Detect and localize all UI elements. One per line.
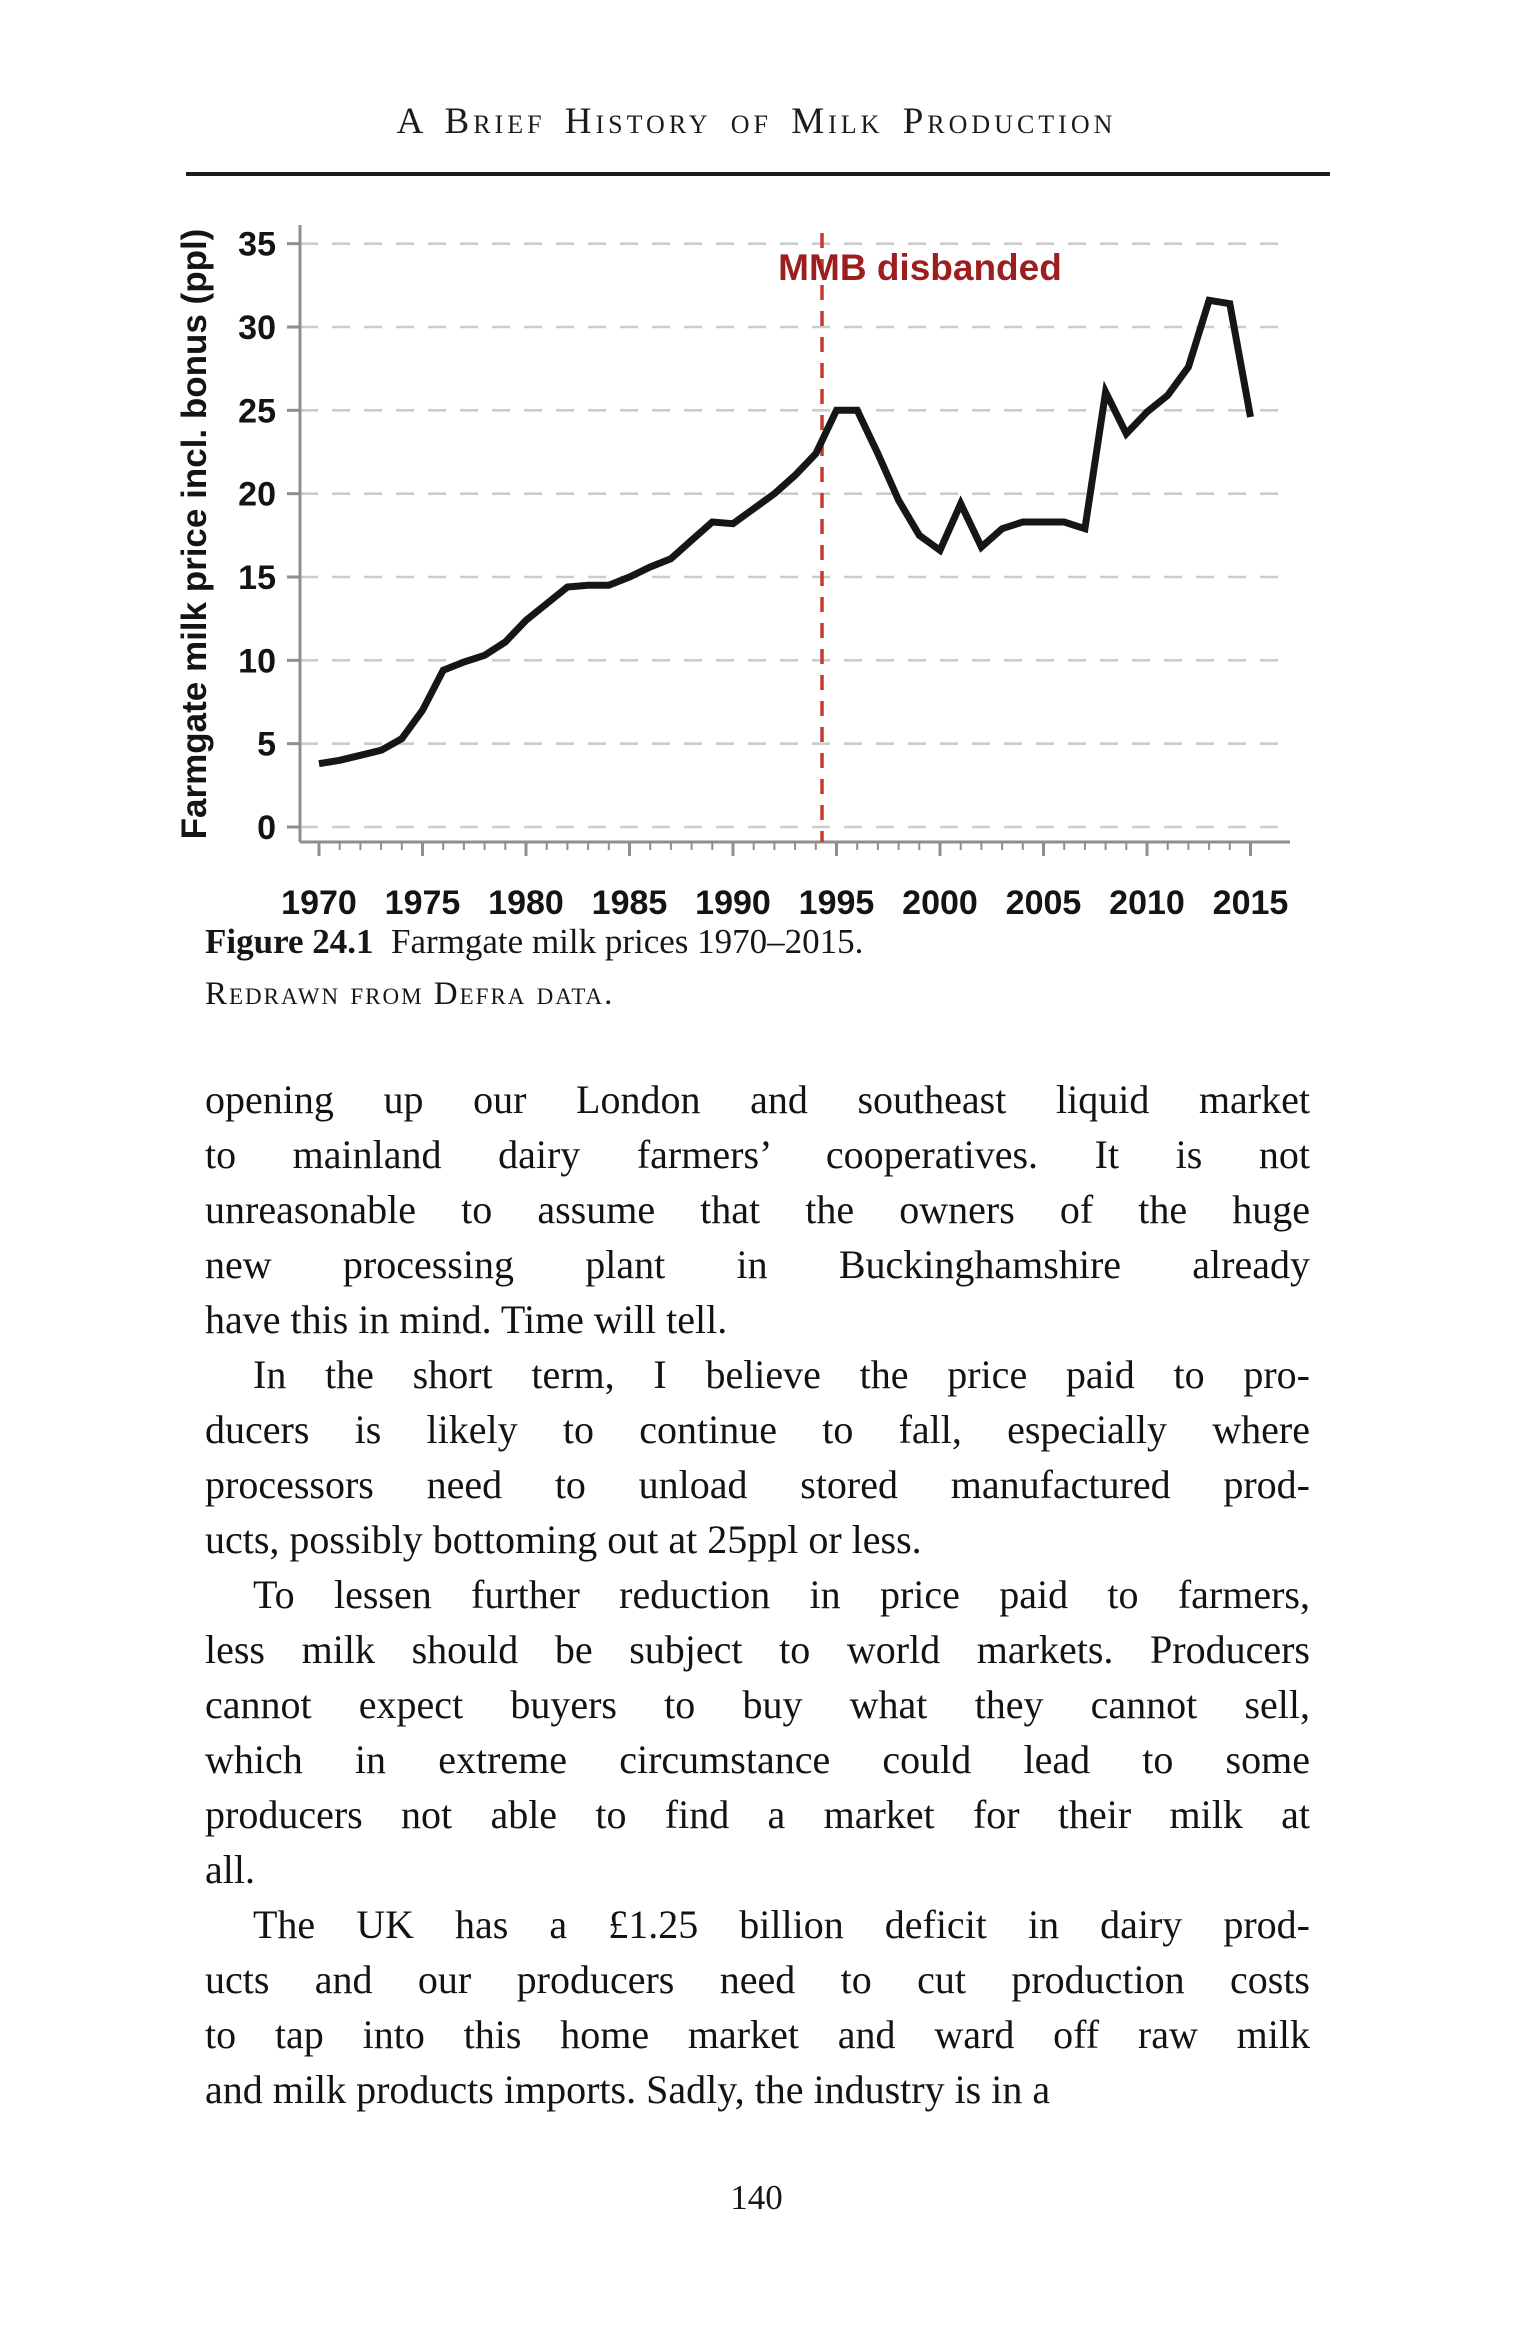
x-tick-label: 1970 <box>281 884 357 922</box>
body-line: to mainland dairy farmers’ cooperatives.… <box>205 1132 1310 1177</box>
axis-labels: 0 5 10 15 20 25 30 35 1970 1975 1980 1985 1990 1995 20… <box>175 226 1288 922</box>
y-tick-label: 20 <box>238 476 276 514</box>
header-rule <box>186 172 1330 176</box>
running-header: A Brief History of Milk Production <box>396 101 1117 142</box>
body-line: processors need to unload stored manufac… <box>205 1462 1310 1507</box>
y-tick-label: 30 <box>238 309 276 347</box>
y-tick-label: 10 <box>238 642 276 680</box>
milk-price-chart: 0 5 10 15 20 25 30 35 1970 1975 1980 1985 1990 1995 20… <box>175 225 1290 922</box>
figure-caption-source: Redrawn from Defra data. <box>205 976 615 1012</box>
x-tick-label: 2010 <box>1109 884 1185 922</box>
farmgate-price-line <box>318 296 1254 768</box>
body-line: unreasonable to assume that the owners o… <box>205 1187 1310 1232</box>
body-line: and milk products imports. Sadly, the in… <box>205 2067 1051 2112</box>
body-line: opening up our London and southeast liqu… <box>205 1077 1310 1122</box>
body-line: To lessen further reduction in price pai… <box>253 1572 1310 1617</box>
body-line: which in extreme circumstance could lead… <box>205 1737 1310 1782</box>
y-tick-label: 25 <box>238 392 276 430</box>
x-tick-label: 1980 <box>488 884 564 922</box>
body-line: producers not able to find a market for … <box>205 1792 1310 1837</box>
x-tick-label: 2005 <box>1006 884 1082 922</box>
x-tick-label: 2000 <box>902 884 978 922</box>
mmb-disbanded-label: MMB disbanded <box>778 247 1062 288</box>
body-line: to tap into this home market and ward of… <box>205 2012 1310 2057</box>
body-line: less milk should be subject to world mar… <box>205 1627 1310 1672</box>
body-line: The UK has a £1.25 billion deficit in da… <box>253 1902 1310 1947</box>
figure-caption-line1: Figure 24.1 Farmgate milk prices 1970–20… <box>205 916 1315 968</box>
y-tick-label: 5 <box>257 726 276 764</box>
body-line: cannot expect buyers to buy what they ca… <box>205 1682 1310 1727</box>
y-axis-title: Farmgate milk price incl. bonus (ppl) <box>175 229 214 840</box>
body-line: have this in mind. Time will tell. <box>205 1297 728 1342</box>
body-line: ducers is likely to continue to fall, es… <box>205 1407 1310 1452</box>
axis-ticks <box>287 242 1252 856</box>
body-text: opening up our London and southeast liqu… <box>205 1072 1310 2117</box>
body-line: ucts, possibly bottoming out at 25ppl or… <box>205 1517 922 1562</box>
x-tick-label: 1990 <box>695 884 771 922</box>
figure-caption-label: Figure 24.1 <box>205 922 374 961</box>
body-line: ucts and our producers need to cut produ… <box>205 1957 1310 2002</box>
annotation-mmb-disbanded: MMB disbanded <box>778 233 1062 842</box>
body-line: all. <box>205 1847 255 1892</box>
body-line: In the short term, I believe the price p… <box>253 1352 1310 1397</box>
body-line: new processing plant in Buckinghamshire … <box>205 1242 1310 1287</box>
y-tick-label: 15 <box>238 559 276 597</box>
figure-caption-text: Farmgate milk prices 1970–2015. <box>391 922 864 961</box>
figure-caption: Figure 24.1 Farmgate milk prices 1970–20… <box>205 916 1315 1020</box>
x-tick-label: 1995 <box>799 884 875 922</box>
page-number: 140 <box>730 2178 783 2217</box>
y-tick-label: 35 <box>238 226 276 264</box>
price-line-series <box>318 296 1254 768</box>
x-tick-label: 1975 <box>385 884 461 922</box>
y-tick-label: 0 <box>257 809 276 847</box>
x-tick-label: 2015 <box>1213 884 1289 922</box>
axes <box>298 225 1290 844</box>
gridlines <box>300 242 1290 829</box>
x-tick-label: 1985 <box>592 884 668 922</box>
